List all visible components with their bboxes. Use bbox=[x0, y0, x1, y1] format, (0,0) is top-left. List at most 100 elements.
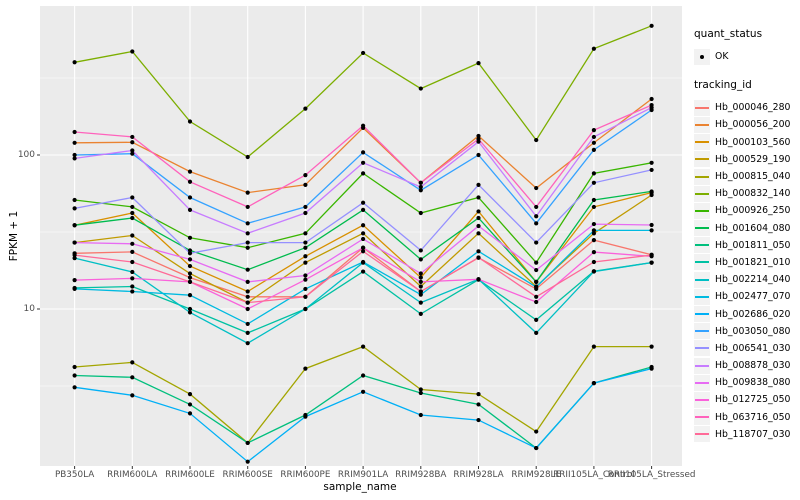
data-point-Hb_118707_030 bbox=[72, 252, 77, 258]
data-point-Hb_001811_050 bbox=[72, 373, 77, 378]
legend-item-Hb_000832_140: Hb_000832_140 bbox=[694, 185, 798, 202]
legend-item-Hb_003050_080: Hb_003050_080 bbox=[694, 323, 798, 340]
data-point-Hb_002214_040 bbox=[245, 341, 250, 346]
data-point-Hb_000926_250 bbox=[534, 260, 539, 265]
x-tick-label: RRIM928BA bbox=[395, 470, 447, 480]
data-point-Hb_006541_030 bbox=[303, 240, 308, 245]
legend-item-Hb_008878_030: Hb_008878_030 bbox=[694, 357, 798, 374]
legend-key bbox=[694, 340, 710, 357]
legend-item-Hb_001604_080: Hb_001604_080 bbox=[694, 220, 798, 237]
data-point-Hb_002477_070 bbox=[361, 259, 366, 265]
data-point-Hb_009838_080 bbox=[130, 241, 135, 246]
data-point-Hb_002686_020 bbox=[72, 385, 77, 390]
data-point-Hb_006541_030 bbox=[649, 167, 654, 173]
data-point-Hb_008878_030 bbox=[361, 160, 366, 165]
data-point-Hb_000815_040 bbox=[649, 344, 654, 349]
data-point-Hb_006541_030 bbox=[361, 200, 366, 205]
data-point-Hb_003050_080 bbox=[361, 150, 366, 155]
data-point-Hb_000832_140 bbox=[591, 46, 597, 51]
line-swatch-icon bbox=[695, 347, 709, 350]
data-point-Hb_000815_040 bbox=[361, 344, 366, 349]
data-point-Hb_000046_280 bbox=[591, 238, 597, 243]
data-point-Hb_063716_050 bbox=[245, 204, 250, 210]
data-point-Hb_001604_080 bbox=[361, 207, 366, 213]
data-point-Hb_000832_140 bbox=[418, 86, 423, 91]
data-point-Hb_001604_080 bbox=[476, 215, 481, 221]
line-swatch-icon bbox=[695, 416, 709, 419]
data-point-Hb_118707_030 bbox=[361, 249, 366, 254]
line-swatch-icon bbox=[695, 330, 709, 333]
data-point-Hb_000815_040 bbox=[418, 387, 423, 392]
legend: quant_status OK tracking_id Hb_000046_28… bbox=[694, 28, 798, 443]
data-point-Hb_002214_040 bbox=[649, 260, 654, 265]
data-point-Hb_002477_070 bbox=[187, 293, 193, 298]
data-point-Hb_000056_200 bbox=[303, 182, 308, 187]
data-point-Hb_000926_250 bbox=[361, 171, 366, 176]
data-point-Hb_002214_040 bbox=[130, 269, 135, 275]
data-point-Hb_012725_050 bbox=[476, 277, 481, 282]
data-point-Hb_002214_040 bbox=[303, 306, 308, 312]
data-point-Hb_000529_190 bbox=[649, 192, 654, 198]
legend-title-tracking-id: tracking_id bbox=[694, 79, 752, 92]
data-point-Hb_000056_200 bbox=[72, 140, 77, 145]
legend-key bbox=[694, 185, 710, 202]
data-point-Hb_000103_560 bbox=[187, 263, 193, 269]
data-point-Hb_000815_040 bbox=[303, 366, 308, 371]
data-point-Hb_000926_250 bbox=[591, 171, 597, 176]
x-tick-label: RRIM600LE bbox=[165, 470, 215, 480]
data-point-Hb_063716_050 bbox=[130, 134, 135, 140]
data-point-Hb_000056_200 bbox=[591, 140, 597, 145]
data-point-Hb_006541_030 bbox=[591, 180, 597, 185]
data-point-Hb_003050_080 bbox=[476, 152, 481, 158]
x-tick-label: RRIM901LA bbox=[337, 470, 389, 480]
legend-key bbox=[694, 48, 710, 65]
data-point-Hb_001821_010 bbox=[534, 317, 539, 322]
legend-item-label: Hb_000056_200 bbox=[715, 119, 791, 131]
data-point-Hb_009838_080 bbox=[534, 267, 539, 273]
data-point-Hb_002477_070 bbox=[534, 284, 539, 290]
data-point-Hb_001604_080 bbox=[418, 257, 423, 262]
data-point-Hb_002214_040 bbox=[418, 300, 423, 305]
data-point-Hb_008878_030 bbox=[303, 210, 308, 216]
line-swatch-icon bbox=[695, 381, 709, 384]
x-tick-label: RRIM600SE bbox=[222, 470, 273, 480]
data-point-Hb_000056_200 bbox=[649, 96, 654, 102]
data-point-Hb_000529_190 bbox=[187, 271, 193, 276]
data-point-Hb_000103_560 bbox=[361, 223, 366, 228]
data-point-Hb_000926_250 bbox=[418, 210, 423, 216]
x-tick-label: PB350LA bbox=[54, 470, 95, 480]
line-swatch-icon bbox=[695, 158, 709, 161]
data-point-Hb_003050_080 bbox=[245, 221, 250, 226]
legend-item-Hb_006541_030: Hb_006541_030 bbox=[694, 340, 798, 357]
x-tick-label: RRIM928LE bbox=[511, 470, 562, 480]
data-point-Hb_009838_080 bbox=[591, 221, 597, 227]
legend-item-label: Hb_001811_050 bbox=[715, 239, 791, 251]
line-swatch-icon bbox=[695, 433, 709, 436]
legend-item-label: Hb_002686_020 bbox=[715, 308, 791, 320]
legend-item-label: OK bbox=[715, 51, 729, 63]
line-swatch-icon bbox=[695, 364, 709, 367]
data-point-Hb_002214_040 bbox=[72, 256, 77, 261]
data-point-Hb_009838_080 bbox=[303, 273, 308, 278]
data-point-Hb_063716_050 bbox=[187, 179, 193, 184]
data-point-Hb_003050_080 bbox=[72, 152, 77, 158]
data-point-Hb_008878_030 bbox=[130, 148, 135, 153]
x-tick-label: RRII105LA_Stressed bbox=[607, 470, 696, 480]
data-point-Hb_001821_010 bbox=[245, 330, 250, 335]
data-point-Hb_002477_070 bbox=[303, 286, 308, 292]
legend-item-label: Hb_008878_030 bbox=[715, 360, 791, 372]
data-point-Hb_012725_050 bbox=[418, 279, 423, 284]
data-point-Hb_118707_030 bbox=[130, 259, 135, 265]
data-point-Hb_009838_080 bbox=[361, 236, 366, 242]
data-point-Hb_000815_040 bbox=[72, 364, 77, 370]
legend-item-Hb_002214_040: Hb_002214_040 bbox=[694, 271, 798, 288]
data-point-Hb_000832_140 bbox=[187, 119, 193, 124]
data-point-Hb_000529_190 bbox=[476, 231, 481, 236]
data-point-Hb_000103_560 bbox=[303, 254, 308, 259]
legend-item-Hb_000056_200: Hb_000056_200 bbox=[694, 116, 798, 133]
data-point-Hb_002686_020 bbox=[418, 412, 423, 418]
legend-item-Hb_002477_070: Hb_002477_070 bbox=[694, 288, 798, 305]
data-point-Hb_003050_080 bbox=[187, 195, 193, 200]
data-point-Hb_009838_080 bbox=[476, 223, 481, 229]
